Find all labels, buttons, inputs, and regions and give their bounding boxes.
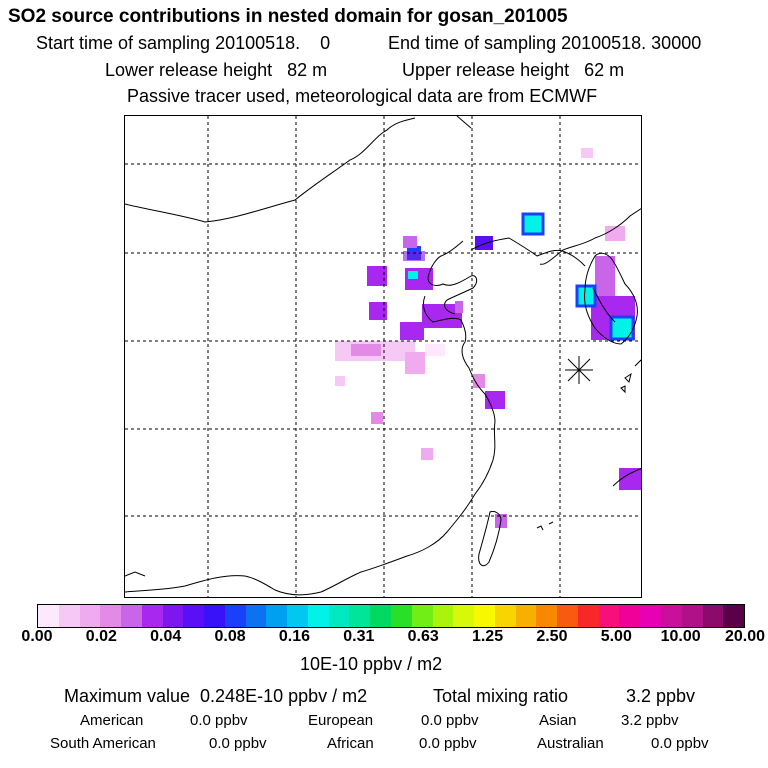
colorbar-swatch	[660, 605, 682, 627]
colorbar-swatch	[411, 605, 433, 627]
region-value: 0.0 ppbv	[421, 712, 479, 729]
plume-cell	[619, 468, 641, 490]
plume-cell	[473, 374, 485, 388]
chart-title: SO2 source contributions in nested domai…	[8, 6, 568, 27]
plume-cell	[369, 302, 387, 320]
colorbar-swatch	[307, 605, 329, 627]
max-value-label: Maximum value 0.248E-10 ppbv / m2	[64, 686, 368, 706]
plume-cell	[475, 236, 493, 250]
total-mixing-label: Total mixing ratio	[433, 686, 569, 706]
colorbar-tick-label: 20.00	[724, 628, 766, 645]
region-name: European	[308, 712, 374, 729]
plume-cell	[575, 284, 597, 308]
colorbar-swatch	[328, 605, 350, 627]
plume-cell	[521, 212, 545, 236]
map-panel	[124, 115, 642, 598]
plume-cell	[421, 448, 433, 460]
colorbar-unit: 10E-10 ppbv / m2	[300, 654, 443, 674]
colorbar-tick-label: 10.00	[660, 628, 701, 645]
colorbar-tick-label: 0.63	[407, 628, 439, 645]
region-value: 0.0 ppbv	[651, 735, 709, 752]
region-value: 0.0 ppbv	[209, 735, 267, 752]
region-value: 0.0 ppbv	[419, 735, 477, 752]
colorbar-swatch	[79, 605, 101, 627]
colorbar-ticks: 0.00 0.02 0.04 0.08 0.16 0.31 0.63 1.25 2.50 5.00…	[0, 628, 768, 650]
colorbar-swatch	[287, 605, 308, 627]
colorbar-swatch	[121, 605, 142, 627]
colorbar-swatch	[349, 605, 371, 627]
plume-cell	[367, 266, 387, 286]
plume-cell	[581, 148, 593, 158]
colorbar-swatch	[619, 605, 641, 627]
colorbar-swatch	[640, 605, 661, 627]
colorbar-tick-label: 0.00	[21, 628, 53, 645]
plume-cell	[371, 412, 383, 424]
colorbar-tick-label: 0.02	[85, 628, 117, 645]
colorbar-tick-label: 0.31	[343, 628, 375, 645]
tracer-note: Passive tracer used, meteorological data…	[127, 86, 598, 106]
colorbar-swatch	[266, 605, 288, 627]
colorbar-swatch	[224, 605, 246, 627]
colorbar-swatch	[577, 605, 599, 627]
colorbar-swatch	[370, 605, 392, 627]
colorbar-swatch	[494, 605, 516, 627]
colorbar-swatch	[536, 605, 558, 627]
region-name: South American	[50, 735, 156, 752]
colorbar-tick-label: 1.25	[471, 628, 504, 645]
plume-cell	[425, 344, 445, 356]
colorbar-swatch	[723, 605, 745, 627]
end-time-label: End time of sampling 20100518. 30000	[388, 33, 702, 53]
coastlines	[125, 116, 641, 596]
total-mixing-value: 3.2 ppbv	[626, 686, 696, 706]
colorbar-swatch	[681, 605, 703, 627]
plume-cell	[605, 226, 625, 241]
region-value: 0.0 ppbv	[190, 712, 248, 729]
plume-cell	[405, 352, 425, 374]
lower-release-label: Lower release height 82 m	[105, 60, 328, 80]
colorbar-swatch	[432, 605, 454, 627]
colorbar-swatch	[58, 605, 80, 627]
colorbar-swatch	[474, 605, 495, 627]
start-time-label: Start time of sampling 20100518. 0	[36, 33, 331, 53]
region-name: American	[80, 712, 144, 729]
plume-cell	[408, 271, 418, 279]
colorbar-swatch	[391, 605, 412, 627]
map-canvas	[125, 116, 641, 597]
colorbar-swatch	[557, 605, 578, 627]
colorbar-swatch	[204, 605, 225, 627]
colorbar-swatch	[702, 605, 724, 627]
colorbar-tick-label: 0.04	[150, 628, 182, 645]
gosan-site-icon	[565, 356, 593, 384]
upper-release-label: Upper release height 62 m	[402, 60, 625, 80]
region-name: African	[327, 735, 374, 752]
lat-lon-grid	[125, 116, 641, 597]
plume-cell	[595, 256, 615, 296]
colorbar-swatch	[598, 605, 620, 627]
colorbar-swatch	[38, 605, 59, 627]
colorbar	[37, 604, 745, 628]
plume-cell	[400, 322, 424, 340]
plume-cell	[455, 301, 463, 313]
colorbar-tick-label: 0.16	[278, 628, 311, 645]
colorbar-swatch	[453, 605, 475, 627]
colorbar-swatch	[245, 605, 267, 627]
colorbar-tick-label: 2.50	[536, 628, 568, 645]
colorbar-swatch	[515, 605, 537, 627]
plume-cell	[403, 251, 425, 261]
colorbar-tick-label: 0.08	[214, 628, 246, 645]
region-value: 3.2 ppbv	[621, 712, 679, 729]
colorbar-swatch	[100, 605, 122, 627]
plume-cell	[351, 344, 381, 356]
region-name: Australian	[537, 735, 604, 752]
colorbar-swatch	[183, 605, 205, 627]
colorbar-tick-label: 5.00	[600, 628, 632, 645]
plume-cell	[335, 376, 345, 386]
colorbar-swatch	[141, 605, 163, 627]
region-name: Asian	[539, 712, 577, 729]
plume-cell	[403, 236, 417, 248]
colorbar-swatch	[162, 605, 184, 627]
